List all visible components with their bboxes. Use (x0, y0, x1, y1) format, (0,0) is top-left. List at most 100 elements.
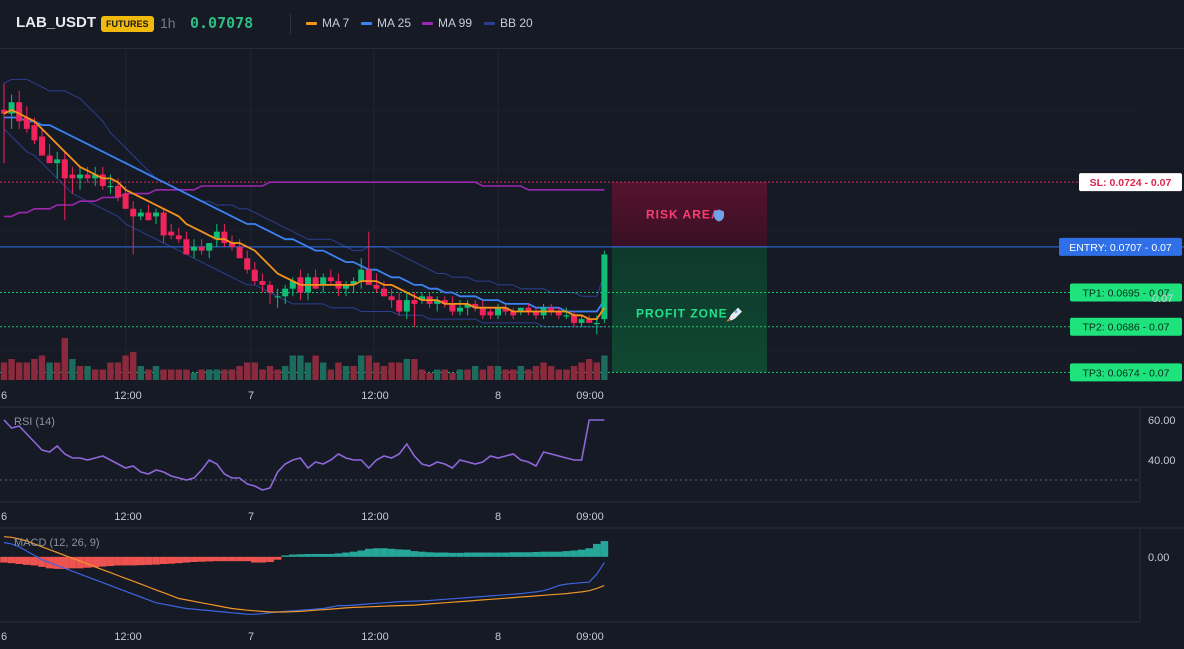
macd-histogram-bar (220, 556, 229, 562)
chart-header: LAB_USDT FUTURES 1h 0.07078 MA 7 MA 25 M… (0, 0, 1184, 49)
candle-body (517, 307, 524, 312)
time-label: 12:00 (361, 390, 389, 402)
candle-body (145, 212, 152, 221)
candle-body (259, 281, 266, 285)
bb20-swatch-icon (484, 21, 495, 25)
candle-body (183, 239, 190, 255)
candle (479, 300, 486, 320)
macd-histogram-bar (547, 551, 555, 557)
volume-bar (555, 369, 562, 380)
macd-histogram-bar (425, 552, 434, 557)
volume-bar (137, 366, 144, 380)
volume-bar (548, 366, 555, 380)
tp3-price-tag: TP3: 0.0674 - 0.07 (1070, 363, 1182, 382)
volume-bar (426, 373, 433, 380)
candle (244, 250, 251, 274)
candle-body (350, 281, 357, 285)
volume-bar (396, 362, 403, 380)
time-label: 7 (248, 631, 254, 643)
volume-bar (510, 369, 517, 380)
candle (251, 262, 258, 285)
macd-histogram-bar (15, 556, 23, 565)
macd-histogram-bar (53, 556, 61, 569)
macd-histogram-bar (182, 556, 191, 563)
volume-bar (54, 362, 61, 380)
candle-body (533, 311, 539, 316)
legend-ma25[interactable]: MA 25 (361, 16, 411, 30)
macd-histogram-bar (38, 556, 46, 567)
candle (92, 166, 99, 186)
candle-body (601, 254, 608, 320)
macd-histogram-bar (137, 556, 145, 566)
volume-bar (403, 359, 410, 380)
risk-area-label: RISK AREA (646, 208, 721, 222)
legend-ma99[interactable]: MA 99 (422, 16, 472, 30)
macd-histogram-bar (99, 556, 107, 567)
candle (358, 258, 365, 289)
candle-body (434, 300, 441, 304)
volume-bar (373, 362, 380, 380)
macd-histogram-bar (273, 556, 282, 560)
macd-histogram-bar (289, 554, 297, 557)
sl-label: SL: 0.0724 - 0.07 (1090, 177, 1172, 189)
macd-histogram-bar (152, 556, 160, 565)
legend-bb20[interactable]: BB 20 (484, 16, 533, 30)
volume-bar (152, 366, 160, 380)
volume-bar (289, 355, 296, 380)
candle (495, 303, 501, 320)
volume-bar (586, 359, 593, 380)
macd-histogram-bar (342, 552, 350, 557)
volume-bar (342, 366, 350, 380)
time-label: 09:00 (576, 631, 604, 643)
legend-ma7[interactable]: MA 7 (306, 16, 349, 30)
volume-bar (563, 369, 570, 380)
volume-bar (540, 362, 547, 380)
candle (464, 300, 471, 316)
tp2-price-tag: TP2: 0.0686 - 0.07 (1070, 317, 1182, 336)
candle-body (39, 136, 45, 156)
volume-bar (145, 369, 152, 380)
volume-bar (221, 369, 228, 380)
candle-body (441, 300, 448, 304)
macd-histogram-bar (296, 554, 305, 557)
symbol-name[interactable]: LAB_USDT (16, 14, 97, 31)
macd-histogram-bar (410, 551, 419, 557)
volume-bar (190, 373, 198, 380)
candle (183, 231, 190, 255)
candle (320, 273, 327, 293)
macd-histogram-bar (205, 556, 213, 562)
candle (236, 239, 243, 259)
macd-histogram-bar (311, 553, 320, 557)
candle (8, 94, 15, 129)
legend-ma25-label: MA 25 (377, 16, 412, 30)
macd-histogram-bar (517, 552, 525, 557)
volume-bar (259, 369, 266, 380)
macd-histogram-bar (304, 553, 312, 557)
volume-bar (23, 362, 30, 380)
candle (403, 292, 410, 320)
volume-bar (84, 366, 91, 380)
candle (107, 174, 114, 194)
rsi-pane: RSI (14) 60.00 40.00 6 12:00 7 12:00 8 09:00 (0, 415, 1176, 523)
tp3-label: TP3: 0.0674 - 0.07 (1083, 367, 1170, 379)
candle (198, 239, 205, 255)
volume-bar (418, 369, 426, 380)
candle-body (548, 307, 555, 312)
rsi-tick-label: 40.00 (1148, 455, 1176, 467)
macd-histogram-bar (30, 556, 39, 566)
price-axis-label: 0.07 (1152, 293, 1173, 305)
candle-body (373, 284, 380, 289)
candle-body (525, 307, 532, 312)
volume-bar (8, 359, 15, 380)
candle-body (396, 300, 403, 312)
macd-histogram-bar (68, 556, 77, 569)
macd-histogram-bar (83, 556, 92, 568)
candle (267, 281, 273, 304)
candle (191, 239, 197, 259)
timeframe-label[interactable]: 1h (160, 15, 176, 31)
candle (39, 128, 45, 156)
candle-body (343, 284, 349, 289)
candle (153, 208, 159, 225)
time-label: 8 (495, 390, 501, 402)
